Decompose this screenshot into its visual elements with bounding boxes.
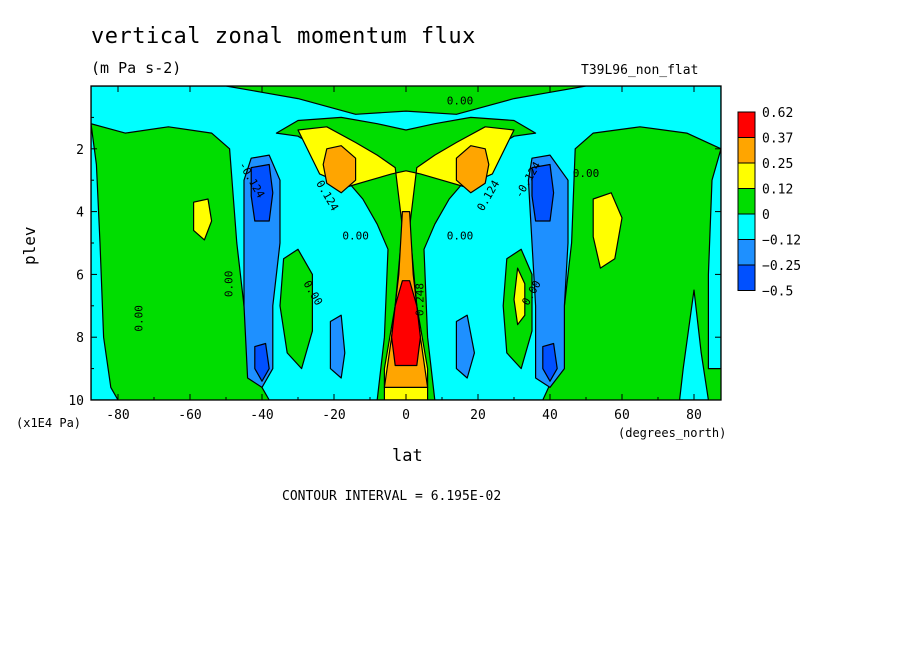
contour-label: 0.00 — [447, 230, 474, 243]
contour-label: 0.00 — [573, 167, 600, 180]
chart-units: (m Pa s-2) — [91, 59, 182, 77]
y-tick-label: 4 — [76, 206, 84, 221]
colorbar-swatch — [737, 213, 756, 240]
contour-region — [678, 289, 710, 400]
contour-label: 0.00 — [342, 230, 369, 243]
contour-label: 0.00 — [447, 95, 474, 108]
colorbar-swatch — [737, 264, 756, 291]
y-tick-label: 2 — [76, 143, 84, 158]
contour-region — [531, 163, 555, 222]
contour-interval-note: CONTOUR INTERVAL = 6.195E-02 — [282, 489, 502, 504]
x-axis-units: (degrees_north) — [618, 426, 727, 440]
contour-region — [542, 342, 558, 382]
contour-region — [455, 145, 490, 194]
colorbar-label: −0.25 — [762, 259, 801, 274]
colorbar-swatch — [737, 137, 756, 164]
colorbar-label: 0.62 — [762, 106, 793, 121]
run-label: T39L96_non_flat — [581, 63, 699, 78]
x-tick-label: 0 — [402, 408, 410, 423]
colorbar-swatch — [737, 239, 756, 266]
colorbar-label: −0.12 — [762, 234, 801, 249]
filled-contours — [91, 86, 721, 400]
contour-region — [513, 267, 526, 326]
contour-region — [254, 342, 270, 382]
colorbar-label: 0.12 — [762, 183, 793, 198]
colorbar-swatch — [737, 162, 756, 189]
contour-label: 0.00 — [223, 271, 236, 298]
colorbar: 0.62 0.37 0.25 0.12 0 −0.12 −0.25 −0.5 — [737, 106, 801, 300]
colorbar-swatch — [737, 188, 756, 215]
x-tick-label: -60 — [178, 408, 201, 423]
x-tick-label: -40 — [250, 408, 273, 423]
colorbar-label: −0.5 — [762, 285, 793, 300]
colorbar-label: 0.37 — [762, 132, 793, 147]
contour-region — [455, 314, 475, 379]
y-tick-label: 10 — [68, 394, 84, 409]
x-tick-label: -80 — [106, 408, 129, 423]
y-tick-label: 8 — [76, 331, 84, 346]
x-tick-label: 60 — [614, 408, 630, 423]
y-axis-ticks: 2 4 6 8 10 — [68, 116, 721, 409]
colorbar-label: 0.25 — [762, 157, 793, 172]
contour-region — [91, 123, 119, 400]
contour-label: 0.00 — [133, 305, 146, 332]
y-tick-label: 6 — [76, 268, 84, 283]
contour-region — [322, 145, 357, 194]
colorbar-label: 0 — [762, 208, 770, 223]
colorbar-swatch — [737, 111, 756, 138]
contour-region — [193, 198, 213, 241]
contour-label: 0.248 — [413, 283, 426, 316]
y-axis-units: (x1E4 Pa) — [16, 416, 82, 430]
contour-region — [592, 192, 623, 269]
contour-region — [329, 314, 346, 379]
contour-region — [243, 154, 281, 388]
x-tick-label: 20 — [470, 408, 486, 423]
x-tick-label: 80 — [686, 408, 702, 423]
x-axis-ticks: -80 -60 -40 -20 0 20 40 60 80 — [106, 86, 702, 423]
x-tick-label: 40 — [542, 408, 558, 423]
x-axis-label: lat — [392, 446, 423, 466]
contour-region — [250, 163, 274, 222]
contour-region — [391, 280, 421, 367]
contour-region — [279, 248, 313, 370]
contour-region — [707, 148, 721, 370]
chart-title: vertical zonal momentum flux — [91, 24, 476, 49]
x-tick-label: -20 — [322, 408, 345, 423]
